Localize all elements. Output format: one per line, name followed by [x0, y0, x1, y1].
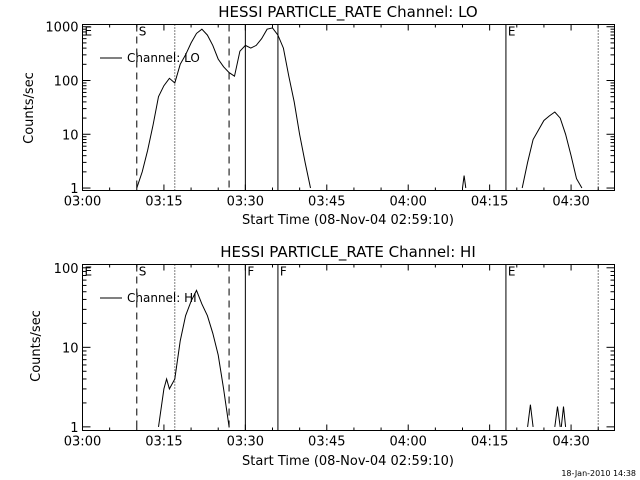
- time-marker-label: F: [247, 265, 254, 279]
- y-tick-label: 10: [62, 341, 79, 356]
- time-markers: S F F EE: [85, 264, 599, 431]
- y-axis-label: Counts/sec: [22, 72, 37, 144]
- panel-hi: HESSI PARTICLE_RATE Channel: HI Counts/s…: [29, 243, 615, 469]
- y-tick-label: 1000: [45, 21, 78, 36]
- x-tick-label: 03:45: [308, 435, 345, 450]
- x-tick-label: 04:15: [471, 195, 508, 210]
- x-tick-label: 04:00: [389, 435, 426, 450]
- legend-label: Channel: HI: [127, 291, 197, 305]
- plot-frame: [82, 24, 615, 191]
- x-tick-label: 03:30: [227, 195, 264, 210]
- series-line: [136, 27, 311, 189]
- x-tick-label: 03:45: [308, 195, 345, 210]
- x-axis-label: Start Time (08-Nov-04 02:59:10): [242, 454, 454, 469]
- corner-label: E: [85, 265, 93, 279]
- legend-label: Channel: LO: [127, 51, 200, 65]
- x-tick-label: 03:00: [64, 435, 101, 450]
- series-group: [158, 289, 567, 427]
- y-tick-label: 100: [54, 262, 79, 277]
- time-marker-label: F: [280, 265, 287, 279]
- time-markers: S EE: [85, 24, 599, 191]
- x-tick-label: 04:30: [552, 435, 589, 450]
- corner-label: E: [85, 25, 93, 39]
- plot-frame: [82, 264, 615, 431]
- time-marker-label: S: [139, 265, 147, 279]
- x-tick-label: 03:15: [145, 195, 182, 210]
- x-tick-label: 03:00: [64, 195, 101, 210]
- y-tick-label: 100: [54, 74, 79, 89]
- legend: Channel: LO: [100, 51, 200, 65]
- tick-group: 03:00 03:15 03:30 03:45 04:00 04:15 04:30 1 10 10…: [54, 262, 615, 450]
- y-tick-label: 10: [62, 128, 79, 143]
- x-tick-label: 04:30: [552, 195, 589, 210]
- x-axis-label: Start Time (08-Nov-04 02:59:10): [242, 213, 454, 228]
- legend: Channel: HI: [100, 291, 197, 305]
- y-axis-label: Counts/sec: [29, 310, 44, 382]
- tick-group: 03:00 03:15 03:30 03:45 04:00 04:15 04:30 1 10 10…: [45, 21, 615, 210]
- x-tick-label: 03:30: [227, 435, 264, 450]
- x-tick-label: 04:15: [471, 435, 508, 450]
- y-tick-label: 1: [70, 182, 78, 197]
- chart-title: HESSI PARTICLE_RATE Channel: HI: [220, 243, 476, 262]
- footer-timestamp: 18-Jan-2010 14:38: [561, 469, 636, 478]
- series-line: [521, 111, 583, 189]
- series-line: [158, 289, 230, 427]
- series-line: [462, 175, 467, 189]
- series-group: [136, 27, 583, 189]
- series-line: [527, 404, 534, 427]
- time-marker-label: E: [508, 265, 516, 279]
- series-line: [560, 406, 567, 427]
- x-tick-label: 03:15: [145, 435, 182, 450]
- panel-lo: HESSI PARTICLE_RATE Channel: LO Counts/s…: [22, 3, 615, 228]
- y-tick-label: 1: [70, 421, 78, 436]
- x-tick-label: 04:00: [389, 195, 426, 210]
- chart-title: HESSI PARTICLE_RATE Channel: LO: [218, 3, 477, 22]
- time-marker-label: S: [139, 25, 147, 39]
- time-marker-label: E: [508, 25, 516, 39]
- series-line: [554, 406, 561, 427]
